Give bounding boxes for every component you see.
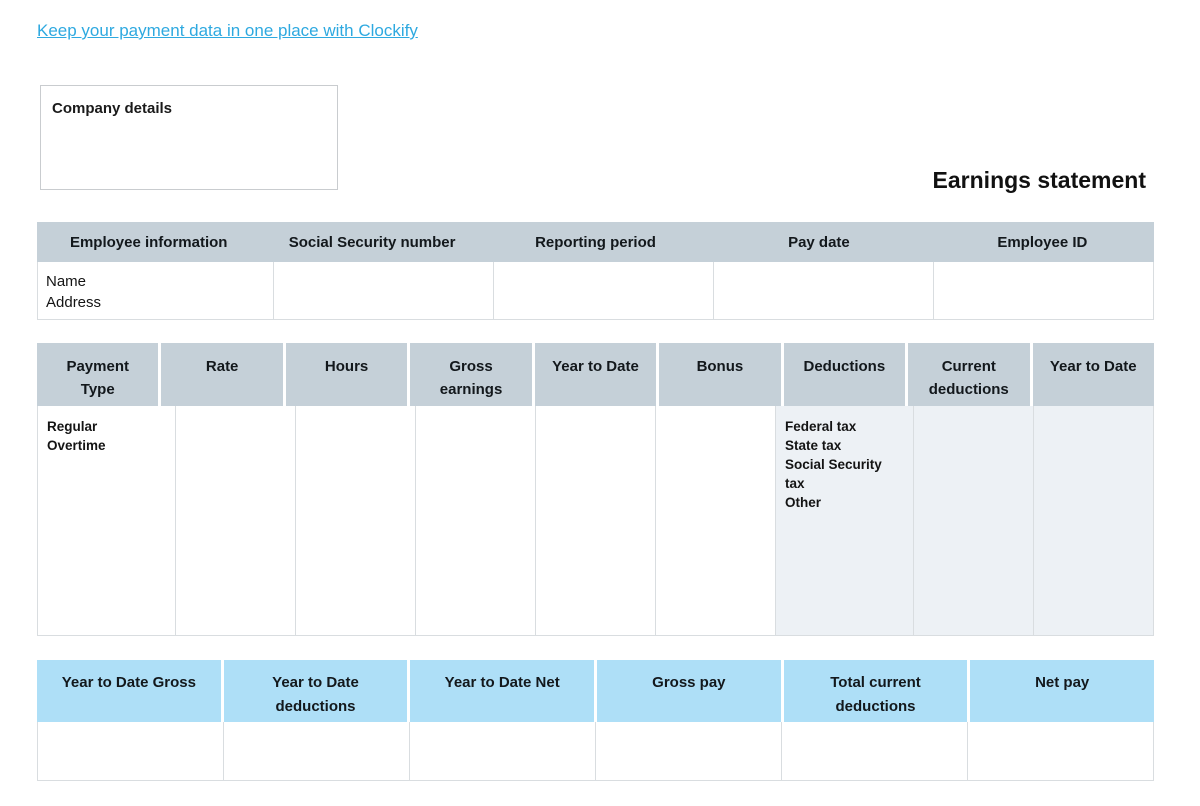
header-year-to-date: Year to Date	[534, 343, 657, 406]
cell-net-pay	[968, 722, 1154, 780]
summary-table-row	[37, 722, 1154, 781]
cell-reporting-period	[494, 262, 714, 319]
summary-table-header: Year to Date Gross Year to Date deductio…	[37, 660, 1155, 722]
cell-payment-type: Regular Overtime	[38, 406, 176, 635]
header-net-pay: Net pay	[970, 660, 1155, 722]
cell-bonus	[656, 406, 776, 635]
header-employee-information: Employee information	[69, 233, 228, 251]
employee-info-table: Employee information Social Security num…	[37, 222, 1154, 320]
employee-info-table-row: Name Address	[37, 262, 1154, 320]
header-employee-id: Employee ID	[997, 233, 1088, 251]
cell-employee-information: Name Address	[38, 262, 274, 319]
cell-gross-earnings	[416, 406, 536, 635]
header-social-security-number: Social Security number	[288, 233, 456, 251]
cell-hours	[296, 406, 416, 635]
header-hours: Hours	[285, 343, 408, 406]
cell-employee-id	[934, 262, 1154, 319]
cell-rate	[176, 406, 296, 635]
cell-social-security-number	[274, 262, 494, 319]
header-reporting-period: Reporting period	[535, 233, 656, 251]
header-pay-date: Pay date	[788, 233, 850, 251]
header-rate: Rate	[161, 343, 283, 406]
payments-table-header: Payment Type Rate Hours Gross earnings Y…	[37, 343, 1154, 406]
cell-deductions-list: Federal tax State tax Social Security ta…	[776, 406, 914, 635]
clockify-promo-link[interactable]: Keep your payment data in one place with…	[37, 21, 418, 40]
header-ytd-deductions: Year to Date deductions	[223, 660, 408, 722]
header-total-current-deductions: Total current deductions	[783, 660, 968, 722]
company-details-box: Company details	[40, 85, 338, 190]
cell-pay-date	[714, 262, 934, 319]
cell-year-to-date	[536, 406, 656, 635]
header-deductions: Deductions	[783, 343, 906, 406]
summary-table: Year to Date Gross Year to Date deductio…	[37, 660, 1155, 781]
header-payment-type: Payment Type	[37, 343, 159, 406]
cell-ytd-net	[410, 722, 596, 780]
header-bonus: Bonus	[659, 343, 781, 406]
header-current-deductions: Current deductions	[908, 343, 1030, 406]
cell-total-current-deductions	[782, 722, 968, 780]
cell-ytd-deductions	[224, 722, 410, 780]
page-title: Earnings statement	[932, 167, 1146, 193]
employee-info-table-header: Employee information Social Security num…	[37, 222, 1154, 262]
cell-gross-pay	[596, 722, 782, 780]
payments-table: Payment Type Rate Hours Gross earnings Y…	[37, 343, 1154, 636]
header-ytd-gross: Year to Date Gross	[37, 660, 221, 722]
cell-year-to-date-deductions	[1034, 406, 1154, 635]
cell-ytd-gross	[38, 722, 224, 780]
cell-current-deductions	[914, 406, 1034, 635]
header-gross-pay: Gross pay	[597, 660, 781, 722]
header-year-to-date-deductions: Year to Date	[1032, 343, 1154, 406]
header-ytd-net: Year to Date Net	[410, 660, 595, 722]
company-details-label: Company details	[52, 100, 173, 117]
header-gross-earnings: Gross earnings	[410, 343, 532, 406]
payments-table-row: Regular Overtime Federal tax State tax S…	[37, 406, 1154, 636]
